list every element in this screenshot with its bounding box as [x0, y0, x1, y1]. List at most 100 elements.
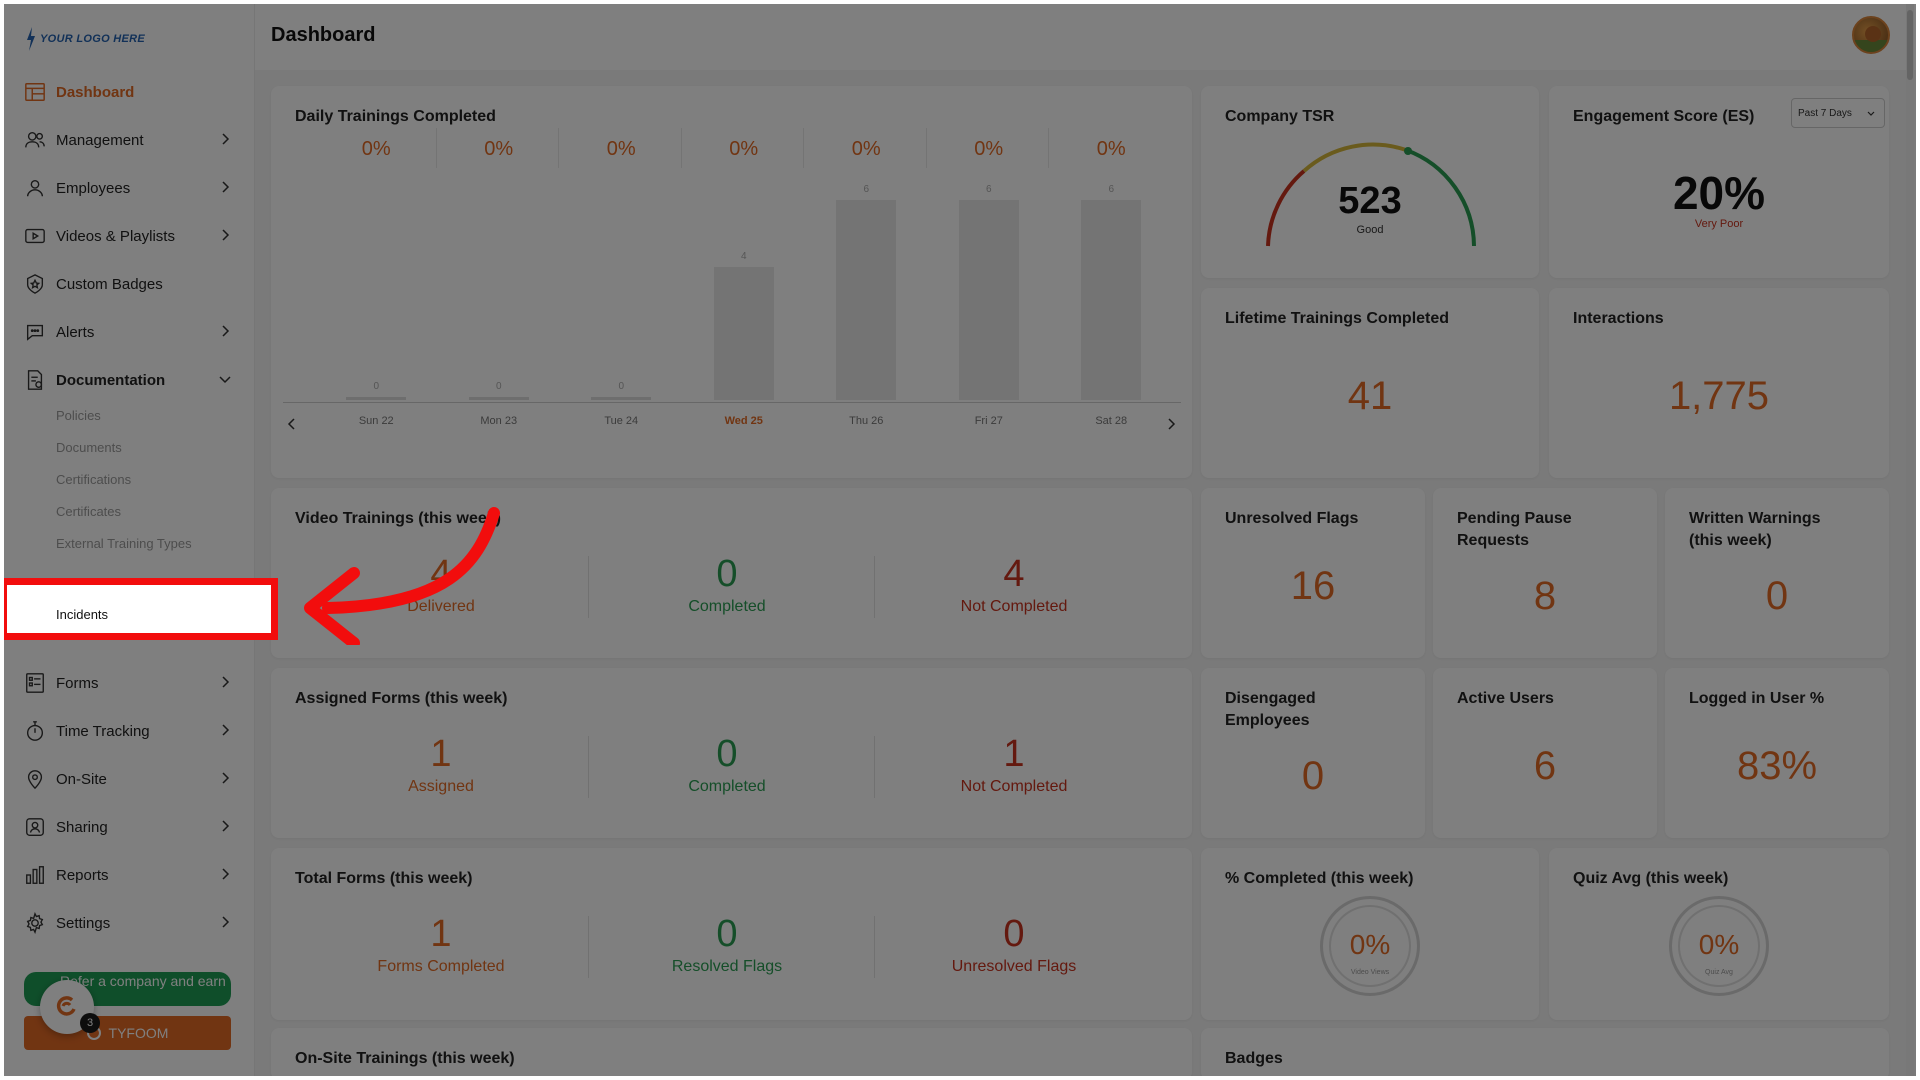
avatar[interactable]: [1852, 16, 1890, 54]
document-icon: [22, 367, 48, 393]
card-title: % Completed (this week): [1225, 870, 1414, 887]
chevron-right-icon: [222, 868, 230, 880]
daily-percent-label: 0%: [974, 138, 1004, 160]
badges-card: Badges: [1201, 1028, 1889, 1080]
daily-bar[interactable]: [591, 397, 652, 400]
column-separator: [435, 128, 437, 168]
badge-icon: [22, 271, 48, 297]
daily-bar[interactable]: [346, 397, 407, 400]
quiz-avg-ring: 0% Quiz Avg: [1669, 896, 1769, 996]
card-title: Interactions: [1573, 310, 1664, 327]
chevron-right-icon[interactable]: [1164, 417, 1178, 431]
sidebar-subitem-certificates[interactable]: Certificates: [56, 504, 122, 519]
forms-completed-stat: 1 Forms Completed: [341, 912, 541, 976]
scrollbar-thumb[interactable]: [1907, 10, 1913, 80]
daily-bar-count-label: 6: [985, 184, 992, 195]
daily-bar[interactable]: [713, 266, 774, 400]
sidebar-item-management[interactable]: Management: [22, 122, 242, 158]
daily-day-label: Thu 26: [849, 415, 884, 427]
divider: [588, 736, 589, 798]
sidebar-item-documentation[interactable]: Documentation: [22, 362, 242, 398]
daily-bar[interactable]: [1081, 200, 1142, 400]
card-title: Total Forms (this week): [295, 870, 473, 887]
sidebar-item-label: Settings: [56, 914, 111, 932]
stat-label: Completed: [688, 598, 766, 615]
sidebar-subitem-certifications[interactable]: Certifications: [56, 472, 132, 487]
disengaged-employees-card: Disengaged Employees 0: [1201, 668, 1425, 838]
stopwatch-icon: [22, 718, 48, 744]
stat-label: Completed: [688, 778, 766, 795]
assigned-forms-card: Assigned Forms (this week) 1 Assigned 0 …: [271, 668, 1192, 838]
active-users-card: Active Users 6: [1433, 668, 1657, 838]
daily-percent-label: 0%: [851, 138, 881, 160]
card-title: Pending Pause Requests: [1457, 510, 1572, 549]
divider: [588, 556, 589, 618]
divider: [874, 736, 875, 798]
chevron-right-icon: [222, 916, 230, 928]
sidebar-item-on-site[interactable]: On-Site: [22, 761, 242, 797]
divider: [588, 916, 589, 978]
tyfoom-button-label: TYFOOM: [108, 1025, 169, 1041]
sidebar-item-label: Alerts: [56, 323, 95, 341]
card-title: Daily Trainings Completed: [295, 108, 496, 125]
company-logo[interactable]: YOUR LOGO HERE: [26, 24, 145, 54]
sidebar-item-videos[interactable]: Videos & Playlists: [22, 218, 242, 254]
sidebar-item-label: Sharing: [56, 818, 108, 836]
stat-value: 0: [1003, 913, 1025, 955]
sidebar-item-label: Custom Badges: [56, 275, 163, 293]
card-title: Company TSR: [1225, 108, 1335, 125]
sidebar-item-time-tracking[interactable]: Time Tracking: [22, 713, 242, 749]
chevron-right-icon: [222, 772, 230, 784]
sidebar-item-sharing[interactable]: Sharing: [22, 809, 242, 845]
stat-label: Not Completed: [960, 778, 1068, 795]
sidebar-item-label: Reports: [56, 866, 109, 884]
reports-icon: [22, 862, 48, 888]
percent-completed-card: % Completed (this week) 0% Video Views: [1201, 848, 1539, 1020]
disengaged-employees-value: 0: [1301, 754, 1325, 798]
sidebar-item-label: Time Tracking: [56, 722, 150, 740]
date-range-select[interactable]: Past 7 Days: [1791, 98, 1885, 128]
assigned-completed-stat: 0 Completed: [627, 732, 827, 796]
divider: [874, 556, 875, 618]
sidebar-item-dashboard[interactable]: Dashboard: [22, 74, 242, 110]
unresolved-flags-card: Unresolved Flags 16: [1201, 488, 1425, 658]
on-site-trainings-card: On-Site Trainings (this week): [271, 1028, 1192, 1080]
sidebar-item-alerts[interactable]: Alerts: [22, 314, 242, 350]
daily-bar[interactable]: [836, 200, 897, 400]
chat-count-badge: 3: [80, 1013, 100, 1033]
stat-label: Resolved Flags: [671, 958, 783, 975]
chevron-left-icon[interactable]: [285, 417, 299, 431]
active-users-value: 6: [1533, 744, 1557, 788]
stat-label: Unresolved Flags: [951, 958, 1077, 975]
column-separator: [803, 128, 804, 168]
sidebar-subitem-incidents[interactable]: Incidents: [0, 578, 278, 640]
sidebar-item-employees[interactable]: Employees: [22, 170, 242, 206]
sidebar-subitem-documents[interactable]: Documents: [56, 440, 122, 455]
card-title: Lifetime Trainings Completed: [1225, 310, 1450, 327]
sidebar: YOUR LOGO HERE Dashboard Management Empl…: [0, 0, 255, 1080]
logged-in-value: 83%: [1736, 744, 1818, 788]
stat-value: 0: [716, 733, 738, 775]
daily-bar-count-label: 6: [863, 184, 870, 195]
scrollbar-track[interactable]: [1906, 0, 1914, 1080]
sidebar-item-label: Management: [56, 131, 144, 149]
sidebar-subitem-external-training-types[interactable]: External Training Types: [56, 536, 192, 551]
annotation-arrow-icon: [304, 507, 500, 645]
divider: [874, 916, 875, 978]
chart-baseline: [283, 402, 1181, 403]
video-completed-stat: 0 Completed: [627, 552, 827, 616]
sidebar-subitem-policies[interactable]: Policies: [56, 408, 101, 423]
daily-bar[interactable]: [958, 200, 1019, 400]
chevron-down-icon: [219, 376, 231, 384]
stat-value: 1: [1003, 733, 1025, 775]
assigned-stat: 1 Assigned: [341, 732, 541, 796]
sidebar-item-settings[interactable]: Settings: [22, 905, 242, 941]
user-icon: [22, 175, 48, 201]
sidebar-item-reports[interactable]: Reports: [22, 857, 242, 893]
chevron-right-icon: [222, 229, 230, 241]
engagement-score-label: Very Poor: [1694, 218, 1744, 230]
sidebar-item-custom-badges[interactable]: Custom Badges: [22, 266, 242, 302]
daily-bar[interactable]: [468, 397, 529, 400]
sidebar-item-forms[interactable]: Forms: [22, 665, 242, 701]
lifetime-trainings-card: Lifetime Trainings Completed 41: [1201, 288, 1539, 478]
